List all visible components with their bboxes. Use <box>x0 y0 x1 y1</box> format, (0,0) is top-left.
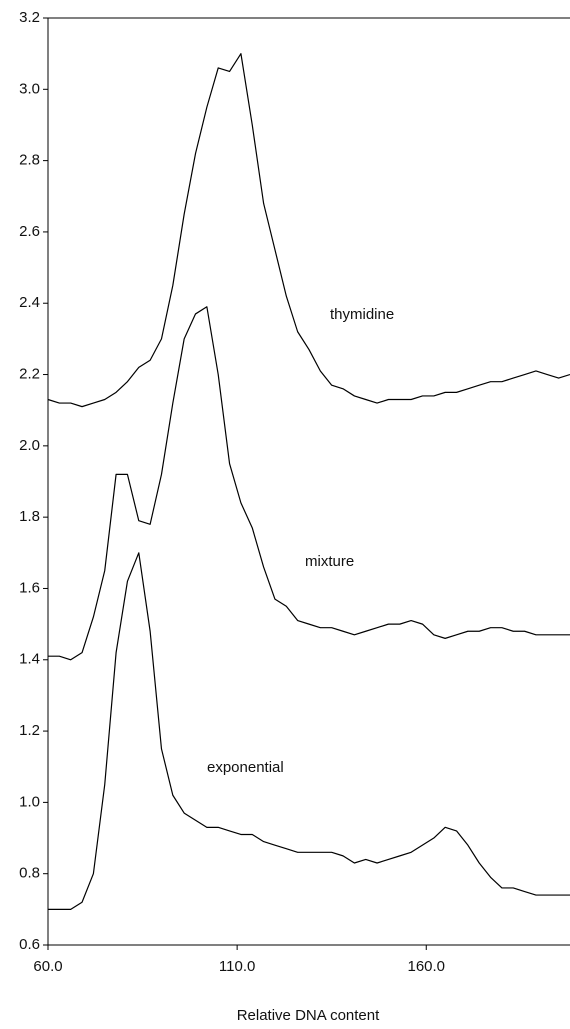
y-tick-label: 1.8 <box>19 508 40 525</box>
y-tick-label: 2.4 <box>19 294 40 311</box>
y-tick-label: 2.2 <box>19 366 40 383</box>
y-tick-label: 1.6 <box>19 579 40 596</box>
y-tick-label: 0.6 <box>19 936 40 953</box>
y-tick-label: 1.2 <box>19 722 40 739</box>
y-tick-label: 1.4 <box>19 651 40 668</box>
y-tick-label: 3.0 <box>19 80 40 97</box>
series-label: thymidine <box>330 306 394 323</box>
y-tick-label: 2.0 <box>19 437 40 454</box>
x-tick-label: 60.0 <box>33 958 62 975</box>
series-label: exponential <box>207 759 284 776</box>
series-line <box>48 552 570 910</box>
y-tick-label: 0.8 <box>19 865 40 882</box>
y-tick-label: 1.0 <box>19 793 40 810</box>
y-tick-label: 2.6 <box>19 223 40 240</box>
x-axis-label: Relative DNA content <box>237 1007 380 1024</box>
y-tick-label: 2.8 <box>19 152 40 169</box>
series-label: mixture <box>305 553 354 570</box>
series-line <box>48 306 570 661</box>
x-tick-label: 110.0 <box>219 958 255 975</box>
series-line <box>47 53 570 408</box>
y-tick-label: 3.2 <box>19 9 40 26</box>
x-tick-label: 160.0 <box>407 958 445 975</box>
